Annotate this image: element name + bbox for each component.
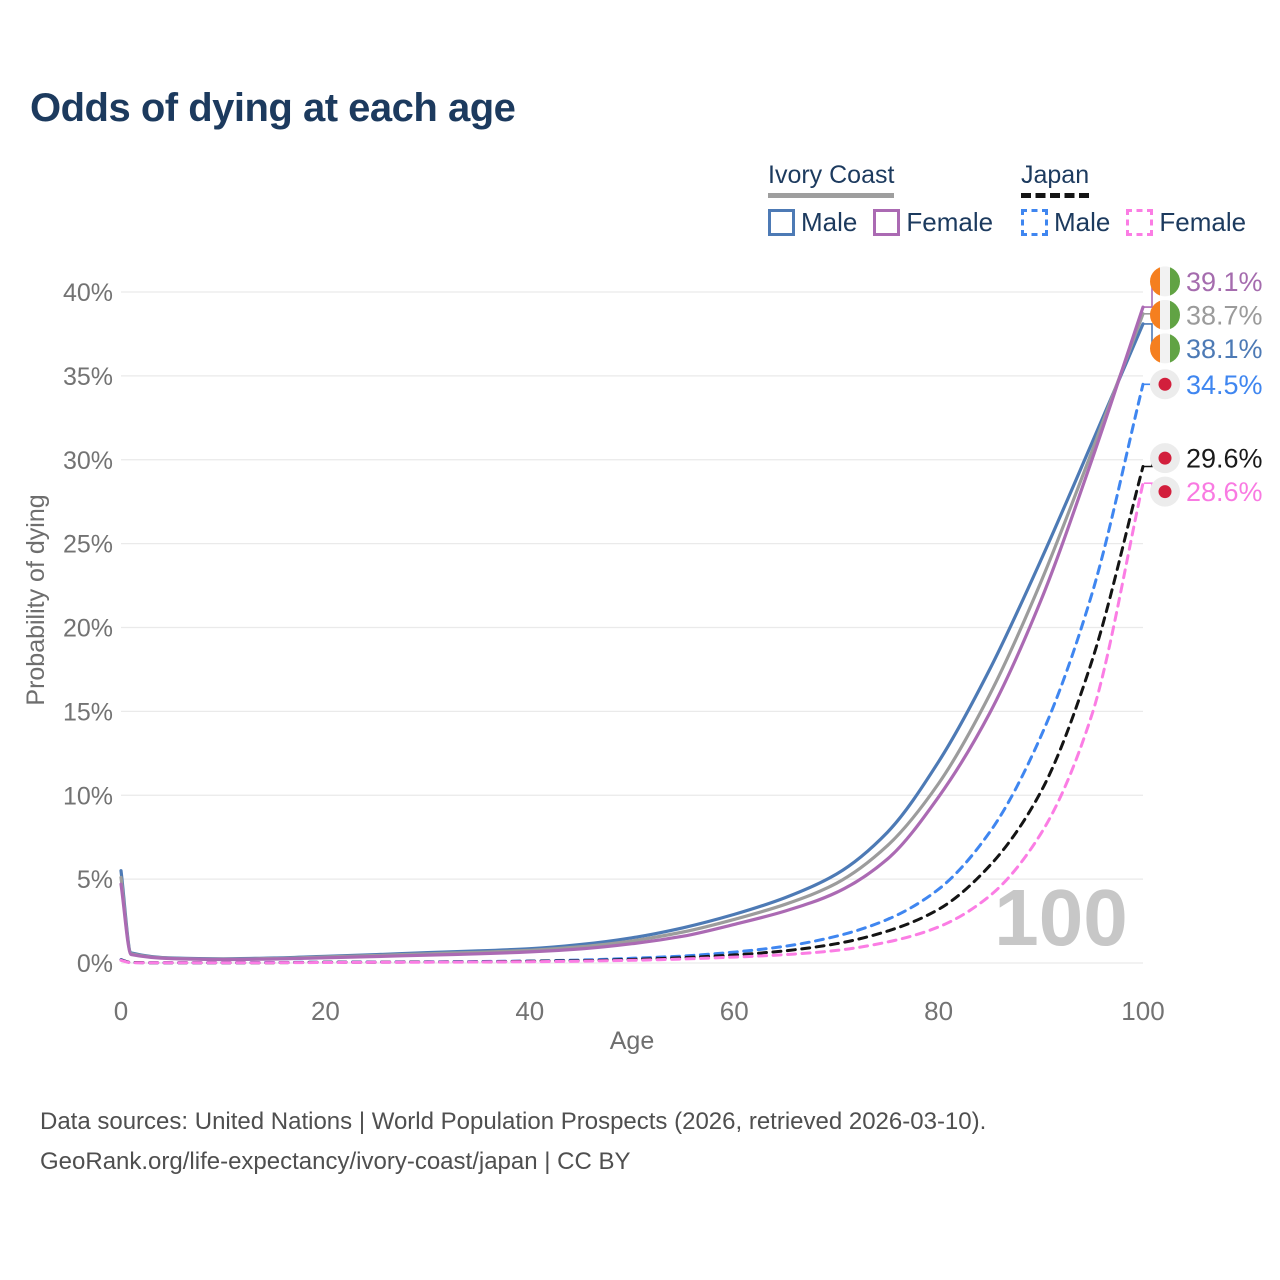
x-axis-tick-label: 100	[1121, 996, 1164, 1026]
y-axis-tick-label: 35%	[63, 363, 113, 391]
ivory-coast-flag-icon	[1150, 299, 1180, 330]
x-axis-tick-label: 20	[311, 996, 340, 1026]
end-value-label-ivory-coast-female: 39.1%	[1186, 267, 1263, 297]
solid-line-swatch-icon	[768, 209, 795, 236]
end-value-label-ivory-coast-combined: 38.7%	[1186, 300, 1263, 330]
legend-group-ivory-coast: Ivory Coast Male Female	[768, 161, 993, 238]
dashed-line-swatch-icon	[1126, 209, 1154, 236]
line-ivory-coast-female	[119, 305, 1145, 962]
japan-flag-icon	[1150, 369, 1180, 400]
y-axis-tick-label: 40%	[63, 279, 113, 307]
page-title: Odds of dying at each age	[30, 86, 516, 130]
y-axis-tick-label: 5%	[77, 866, 113, 894]
line-ivory-coast-combined	[119, 312, 1145, 961]
x-axis-tick-label: 60	[720, 996, 749, 1026]
end-value-label-ivory-coast-male: 38.1%	[1186, 334, 1263, 364]
legend-item-label: Male	[1054, 207, 1111, 237]
legend-group-japan: Japan Male Female	[1021, 161, 1246, 238]
x-axis-tick-label: 0	[114, 996, 128, 1026]
legend-item-ivory-coast-male[interactable]: Male	[768, 207, 857, 238]
ivory-coast-flag-icon	[1150, 333, 1180, 364]
footer-data-sources: Data sources: United Nations | World Pop…	[40, 1108, 987, 1135]
x-axis-tick-label: 80	[924, 996, 953, 1026]
y-axis-tick-label: 30%	[63, 447, 113, 475]
line-ivory-coast-male	[119, 322, 1145, 961]
line-japan-combined	[119, 465, 1145, 965]
footer-attribution: GeoRank.org/life-expectancy/ivory-coast/…	[40, 1148, 631, 1175]
end-value-label-japan-male: 34.5%	[1186, 370, 1263, 400]
footer: Data sources: United Nations | World Pop…	[40, 1102, 986, 1182]
y-axis-tick-label: 0%	[77, 950, 113, 978]
dashed-line-swatch-icon	[1021, 209, 1048, 236]
legend-row-ivory-coast: Male Female	[768, 207, 993, 238]
y-axis-tick-label: 15%	[63, 698, 113, 726]
legend-heading-ivory-coast: Ivory Coast	[768, 161, 895, 198]
line-japan-female	[119, 481, 1145, 965]
japan-flag-icon	[1150, 443, 1180, 474]
y-axis-title: Probability of dying	[22, 494, 50, 705]
y-axis-tick-label: 25%	[63, 531, 113, 559]
x-axis-title: Age	[610, 1027, 654, 1055]
y-axis-tick-label: 20%	[63, 615, 113, 643]
solid-line-swatch-icon	[873, 209, 901, 236]
end-value-label-japan-female: 28.6%	[1186, 477, 1263, 507]
end-value-label-japan-combined: 29.6%	[1186, 444, 1263, 474]
legend-item-japan-female[interactable]: Female	[1126, 207, 1246, 238]
legend-item-label: Female	[906, 207, 994, 237]
legend-item-ivory-coast-female[interactable]: Female	[873, 207, 993, 238]
y-axis-tick-label: 10%	[63, 782, 113, 810]
legend-heading-japan: Japan	[1021, 161, 1090, 198]
legend-item-label: Female	[1159, 207, 1247, 237]
ivory-coast-flag-icon	[1150, 266, 1180, 297]
x-axis-tick-label: 40	[515, 996, 544, 1026]
age-watermark: 100	[994, 873, 1127, 962]
line-japan-male	[119, 382, 1145, 965]
legend-item-japan-male[interactable]: Male	[1021, 207, 1110, 238]
japan-flag-icon	[1150, 476, 1180, 507]
legend-item-label: Male	[801, 207, 858, 237]
legend-row-japan: Male Female	[1021, 207, 1246, 238]
